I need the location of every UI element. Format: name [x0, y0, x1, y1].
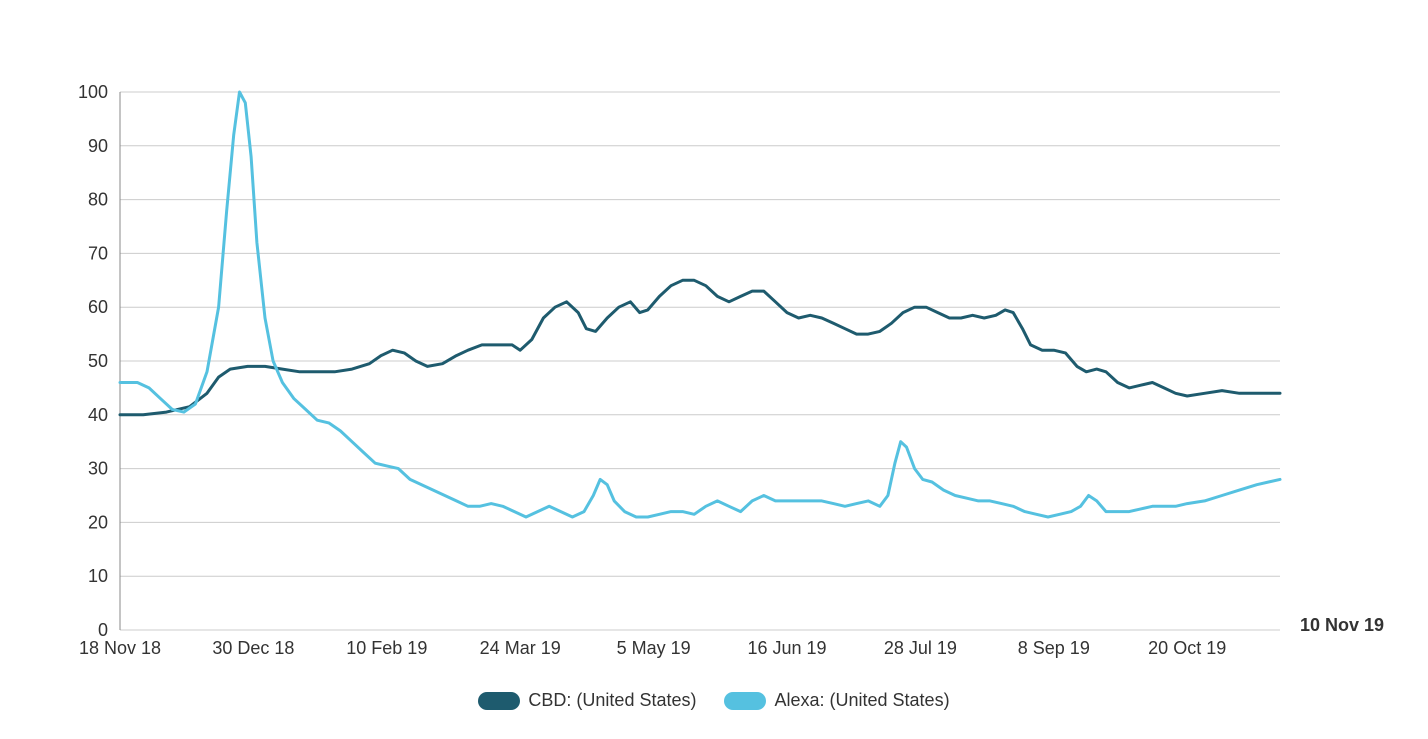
- y-tick-label: 100: [78, 82, 108, 102]
- x-tick-label: 30 Dec 18: [212, 638, 294, 658]
- legend-label-alexa: Alexa: (United States): [774, 690, 949, 711]
- line-chart: 0 10 20 30 40 50 60 70 80 90 100 18 Nov 18 30 Dec 18…: [0, 0, 1428, 700]
- y-tick-label: 70: [88, 243, 108, 263]
- y-tick-label: 60: [88, 297, 108, 317]
- x-tick-label: 28 Jul 19: [884, 638, 957, 658]
- chart-container: 0 10 20 30 40 50 60 70 80 90 100 18 Nov 18 30 Dec 18…: [0, 0, 1428, 739]
- legend-swatch-alexa: [724, 692, 766, 710]
- x-tick-label: 20 Oct 19: [1148, 638, 1226, 658]
- x-tick-label: 24 Mar 19: [480, 638, 561, 658]
- legend-item-alexa: Alexa: (United States): [724, 690, 949, 711]
- series-line-0: [120, 280, 1280, 415]
- series-line-1: [120, 92, 1280, 517]
- legend-item-cbd: CBD: (United States): [478, 690, 696, 711]
- y-tick-label: 50: [88, 351, 108, 371]
- legend-swatch-cbd: [478, 692, 520, 710]
- y-tick-label: 40: [88, 405, 108, 425]
- y-tick-label: 90: [88, 136, 108, 156]
- y-tick-label: 20: [88, 512, 108, 532]
- legend: CBD: (United States) Alexa: (United Stat…: [0, 690, 1428, 711]
- y-tick-label: 80: [88, 190, 108, 210]
- x-end-label: 10 Nov 19: [1300, 615, 1384, 636]
- x-tick-label: 8 Sep 19: [1018, 638, 1090, 658]
- y-tick-label: 10: [88, 566, 108, 586]
- legend-label-cbd: CBD: (United States): [528, 690, 696, 711]
- y-tick-label: 30: [88, 459, 108, 479]
- x-tick-label: 10 Feb 19: [346, 638, 427, 658]
- x-tick-label: 16 Jun 19: [747, 638, 826, 658]
- x-tick-label: 5 May 19: [617, 638, 691, 658]
- y-tick-label: 0: [98, 620, 108, 640]
- x-tick-label: 18 Nov 18: [79, 638, 161, 658]
